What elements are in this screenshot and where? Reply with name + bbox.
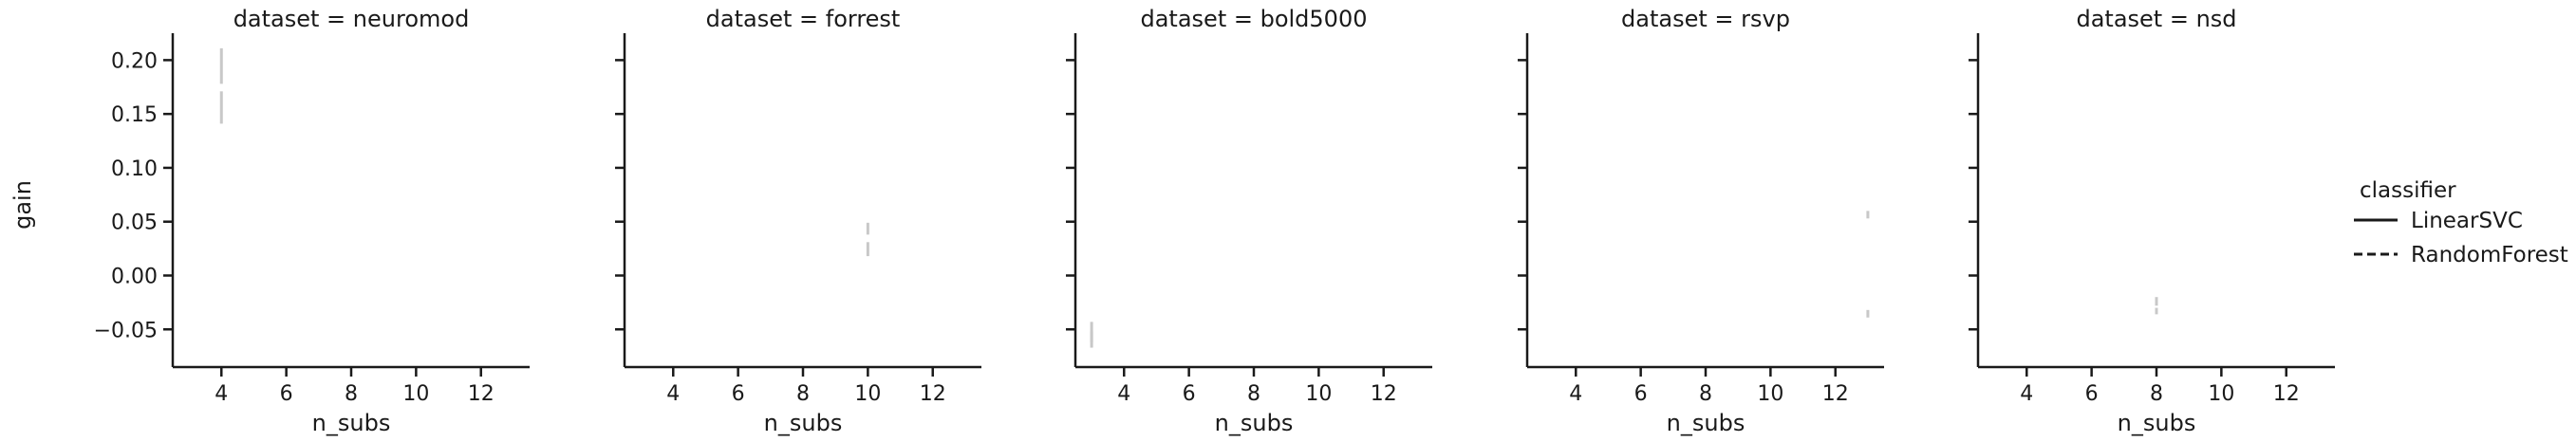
x-tick-label: 8 [1247,382,1260,406]
facet-panel: dataset = forrest 4 6 8 10 12 n_subs [615,6,981,436]
x-tick-label: 6 [1634,382,1648,406]
facet-panel: dataset = nsd 4 6 8 10 12 n_subs [1969,6,2335,436]
x-tick-label: 10 [2208,382,2234,406]
x-tick-label: 12 [920,382,946,406]
y-tick-label: −0.05 [94,319,158,342]
x-tick-label: 8 [1699,382,1712,406]
facet-title: dataset = neuromod [233,6,470,32]
x-axis-label: n_subs [1215,410,1294,436]
x-tick-label: 12 [2273,382,2300,406]
x-tick-label: 12 [468,382,495,406]
x-tick-label: 8 [2150,382,2163,406]
y-axis-label: gain [9,180,36,230]
x-tick-label: 6 [1183,382,1196,406]
y-tick-label: 0.05 [111,212,158,235]
y-tick-label: 0.20 [111,49,158,73]
legend-label-randomforest: RandomForest [2411,243,2568,267]
x-tick-label: 10 [402,382,429,406]
facet-title: dataset = forrest [706,6,901,32]
x-tick-label: 4 [215,382,228,406]
legend-title: classifier [2360,178,2456,203]
legend-label-linearsvc: LinearSVC [2411,209,2523,233]
x-axis-label: n_subs [2118,410,2196,436]
legend-entry-randomforest: RandomForest [2354,243,2568,267]
x-axis-label: n_subs [312,410,391,436]
x-tick-label: 6 [2085,382,2099,406]
facet-title: dataset = rsvp [1621,6,1790,32]
x-tick-label: 12 [1822,382,1849,406]
facet-panel: dataset = rsvp 4 6 8 10 12 n_subs [1518,6,1884,436]
y-tick-label: 0.15 [111,103,158,127]
facet-panel: dataset = bold5000 4 6 8 10 12 n_subs [1066,6,1432,436]
x-axis-label: n_subs [764,410,843,436]
x-tick-label: 4 [2020,382,2033,406]
y-tick-label: 0.10 [111,157,158,181]
x-tick-label: 4 [1117,382,1130,406]
facet-panels: dataset = neuromod −0.05 0.00 0.05 0.10 0.15 0… [94,6,2335,436]
x-tick-label: 6 [280,382,293,406]
facet-panel: dataset = neuromod −0.05 0.00 0.05 0.10 0.15 0… [94,6,530,436]
legend: classifier LinearSVC RandomForest [2354,178,2568,267]
x-tick-label: 10 [1757,382,1783,406]
x-tick-label: 4 [666,382,680,406]
x-axis-label: n_subs [1667,410,1745,436]
x-tick-label: 12 [1371,382,1397,406]
facet-title: dataset = nsd [2076,6,2236,32]
x-tick-label: 6 [732,382,745,406]
facet-title: dataset = bold5000 [1140,6,1367,32]
x-tick-label: 10 [1305,382,1332,406]
x-tick-label: 8 [796,382,810,406]
legend-entry-linearsvc: LinearSVC [2354,209,2523,233]
x-tick-label: 8 [345,382,358,406]
y-tick-label: 0.00 [111,265,158,288]
x-tick-label: 10 [854,382,881,406]
x-tick-label: 4 [1569,382,1582,406]
